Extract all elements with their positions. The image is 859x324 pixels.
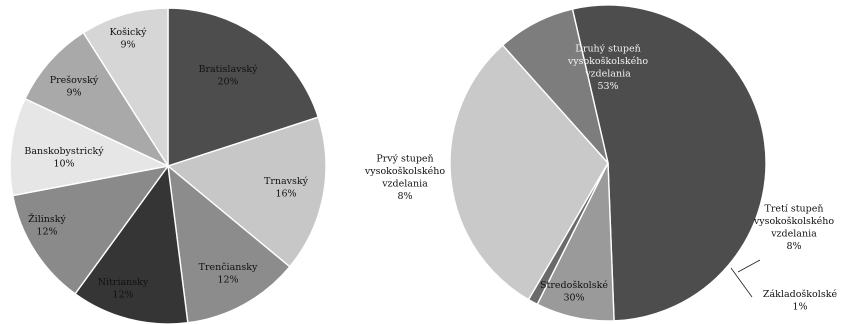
slice-label-zakladoskolske: Základoškolské 1% <box>763 289 838 313</box>
pie-chart-regions: Bratislavský 20% Trnavský 16% Trenčiansky 12%… <box>9 7 327 324</box>
pie-chart-education: Druhý stupeň vysokoškolského vzdelania 53% T… <box>364 4 838 322</box>
slice-label-trnavsky: Trnavský 16% <box>264 176 309 200</box>
pie-slice-stredoskolske <box>449 44 609 301</box>
slice-label-bratislavsky: Bratislavský 20% <box>199 64 259 88</box>
pie-slice-zilinsky <box>11 164 170 295</box>
slice-label-zilinsky: Žilinský 12% <box>28 213 66 238</box>
pie-slice-trnavsky <box>166 116 327 268</box>
slice-label-trenciansky: Trenčiansky 12% <box>199 262 258 286</box>
pie-slice-prvy-stupen-vysokoskolskeho-vzdelania <box>501 8 609 164</box>
slice-label-prvy-stupen-vysokoskolskeho-vzdelania: Prvý stupeň vysokoškolského vzdelania 8% <box>364 153 446 202</box>
leader-line-treti-stupen-vysokoskolskeho-vzdelania <box>737 259 761 273</box>
slice-label-stredoskolske: Stredoškolské 30% <box>540 280 608 304</box>
pie-slice-presovsky <box>24 31 170 168</box>
slice-label-presovsky: Prešovský 9% <box>50 75 99 99</box>
pie-slice-nitriansky <box>74 164 189 324</box>
slice-label-treti-stupen-vysokoskolskeho-vzdelania: Tretí stupeň vysokoškolského vzdelania 8% <box>753 203 835 252</box>
pie-slice-bratislavsky <box>167 7 320 167</box>
pie-slice-druhy-stupen-vysokoskolskeho-vzdelania <box>571 4 767 322</box>
leader-line-zakladoskolske <box>730 267 753 298</box>
pie-slice-banskobystricky <box>9 97 171 197</box>
pie-slice-trenciansky <box>167 164 291 324</box>
pie-slice-kosicky <box>82 7 169 169</box>
slice-label-banskobystricky: Banskobystrický 10% <box>24 146 104 170</box>
slice-label-druhy-stupen-vysokoskolskeho-vzdelania: Druhý stupeň vysokoškolského vzdelania 53% <box>567 43 649 92</box>
slice-label-nitriansky: Nitriansky 12% <box>98 277 149 301</box>
slice-label-kosicky: Košický 9% <box>110 27 148 51</box>
